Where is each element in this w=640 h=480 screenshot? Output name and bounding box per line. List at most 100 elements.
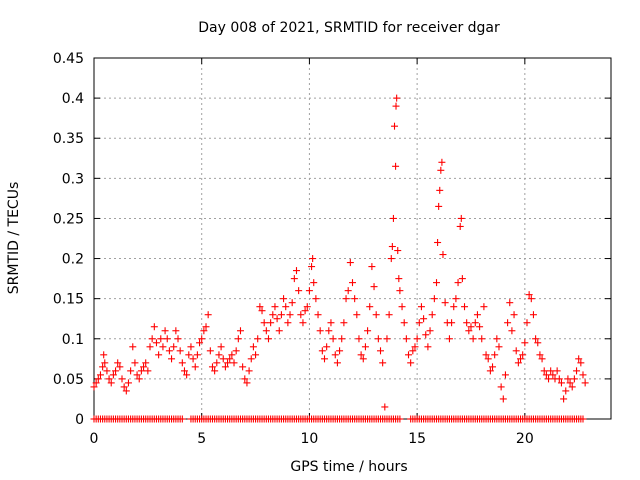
- data-point-marker: [366, 303, 374, 311]
- data-point-marker: [196, 339, 204, 347]
- data-point-marker: [357, 351, 365, 359]
- data-point-marker: [187, 343, 195, 351]
- data-point-marker: [480, 303, 488, 311]
- data-point-marker: [318, 347, 326, 355]
- data-point-marker: [400, 319, 408, 327]
- data-point-marker: [407, 359, 415, 367]
- data-point-marker: [176, 347, 184, 355]
- x-tick-label: 5: [197, 431, 206, 447]
- y-tick-label: 0.35: [53, 131, 84, 147]
- data-point-marker: [523, 319, 531, 327]
- data-point-marker: [388, 243, 396, 251]
- data-point-marker: [290, 275, 298, 283]
- data-point-marker: [159, 343, 167, 351]
- data-point-marker: [557, 379, 565, 387]
- data-point-marker: [256, 303, 264, 311]
- data-point-marker: [428, 311, 436, 319]
- data-point-marker: [547, 367, 555, 375]
- data-point-marker: [133, 371, 141, 379]
- data-point-marker: [309, 255, 317, 263]
- data-point-marker: [340, 319, 348, 327]
- data-point-marker: [116, 363, 124, 371]
- data-point-marker: [461, 303, 469, 311]
- data-point-marker: [486, 367, 494, 375]
- data-point-marker: [405, 351, 413, 359]
- data-point-marker: [254, 335, 262, 343]
- data-point-marker: [476, 323, 484, 331]
- data-point-marker: [452, 295, 460, 303]
- data-point-marker: [482, 351, 490, 359]
- data-point-marker: [124, 379, 132, 387]
- data-point-marker: [312, 295, 320, 303]
- data-point-marker: [391, 122, 399, 130]
- data-point-marker: [344, 287, 352, 295]
- data-point-marker: [484, 355, 492, 363]
- data-point-marker: [424, 343, 432, 351]
- data-point-marker: [549, 371, 557, 379]
- data-point-marker: [191, 363, 199, 371]
- data-point-marker: [150, 323, 158, 331]
- data-point-marker: [157, 335, 165, 343]
- data-point-marker: [282, 303, 290, 311]
- data-point-marker: [333, 359, 341, 367]
- x-tick-label: 10: [301, 431, 319, 447]
- data-point-marker: [161, 327, 169, 335]
- data-point-marker: [351, 295, 359, 303]
- data-point-marker: [493, 335, 501, 343]
- data-point-marker: [230, 359, 238, 367]
- data-point-marker: [165, 347, 173, 355]
- data-point-marker: [385, 311, 393, 319]
- data-point-marker: [314, 311, 322, 319]
- data-point-marker: [395, 275, 403, 283]
- data-point-marker: [534, 339, 542, 347]
- data-point-marker: [491, 351, 499, 359]
- data-point-marker: [377, 347, 385, 355]
- data-point-marker: [174, 335, 182, 343]
- data-point-marker: [269, 311, 277, 319]
- data-point-marker: [529, 311, 537, 319]
- data-point-marker: [560, 395, 568, 403]
- data-point-marker: [275, 327, 283, 335]
- data-point-marker: [226, 355, 234, 363]
- data-point-marker: [172, 327, 180, 335]
- data-point-marker: [297, 311, 305, 319]
- data-point-marker: [439, 251, 447, 259]
- data-point-marker: [200, 327, 208, 335]
- data-point-marker: [521, 339, 529, 347]
- data-point-marker: [299, 319, 307, 327]
- data-point-marker: [127, 367, 135, 375]
- data-point-marker: [374, 335, 382, 343]
- data-point-marker: [320, 355, 328, 363]
- data-point-marker: [361, 343, 369, 351]
- data-point-marker: [155, 351, 163, 359]
- data-point-marker: [204, 311, 212, 319]
- data-point-marker: [577, 359, 585, 367]
- data-point-marker: [239, 363, 247, 371]
- data-point-marker: [437, 166, 445, 174]
- data-point-marker: [327, 319, 335, 327]
- data-point-marker: [96, 371, 104, 379]
- data-point-marker: [409, 347, 417, 355]
- data-point-marker: [463, 319, 471, 327]
- data-point-marker: [568, 383, 576, 391]
- data-point-marker: [208, 363, 216, 371]
- data-point-marker: [396, 287, 404, 295]
- y-tick-label: 0.3: [62, 171, 84, 187]
- data-point-marker: [101, 359, 109, 367]
- data-point-marker: [555, 375, 563, 383]
- data-point-marker: [325, 327, 333, 335]
- data-point-marker: [224, 359, 232, 367]
- data-point-marker: [323, 343, 331, 351]
- data-point-marker: [90, 383, 98, 391]
- data-point-marker: [504, 319, 512, 327]
- data-point-marker: [389, 214, 397, 222]
- data-point-marker: [438, 158, 446, 166]
- data-point-marker: [247, 355, 255, 363]
- data-point-marker: [471, 319, 479, 327]
- data-point-marker: [109, 371, 117, 379]
- data-point-marker: [465, 327, 473, 335]
- data-point-marker: [433, 279, 441, 287]
- data-point-marker: [457, 214, 465, 222]
- data-point-marker: [426, 327, 434, 335]
- data-point-marker: [415, 319, 423, 327]
